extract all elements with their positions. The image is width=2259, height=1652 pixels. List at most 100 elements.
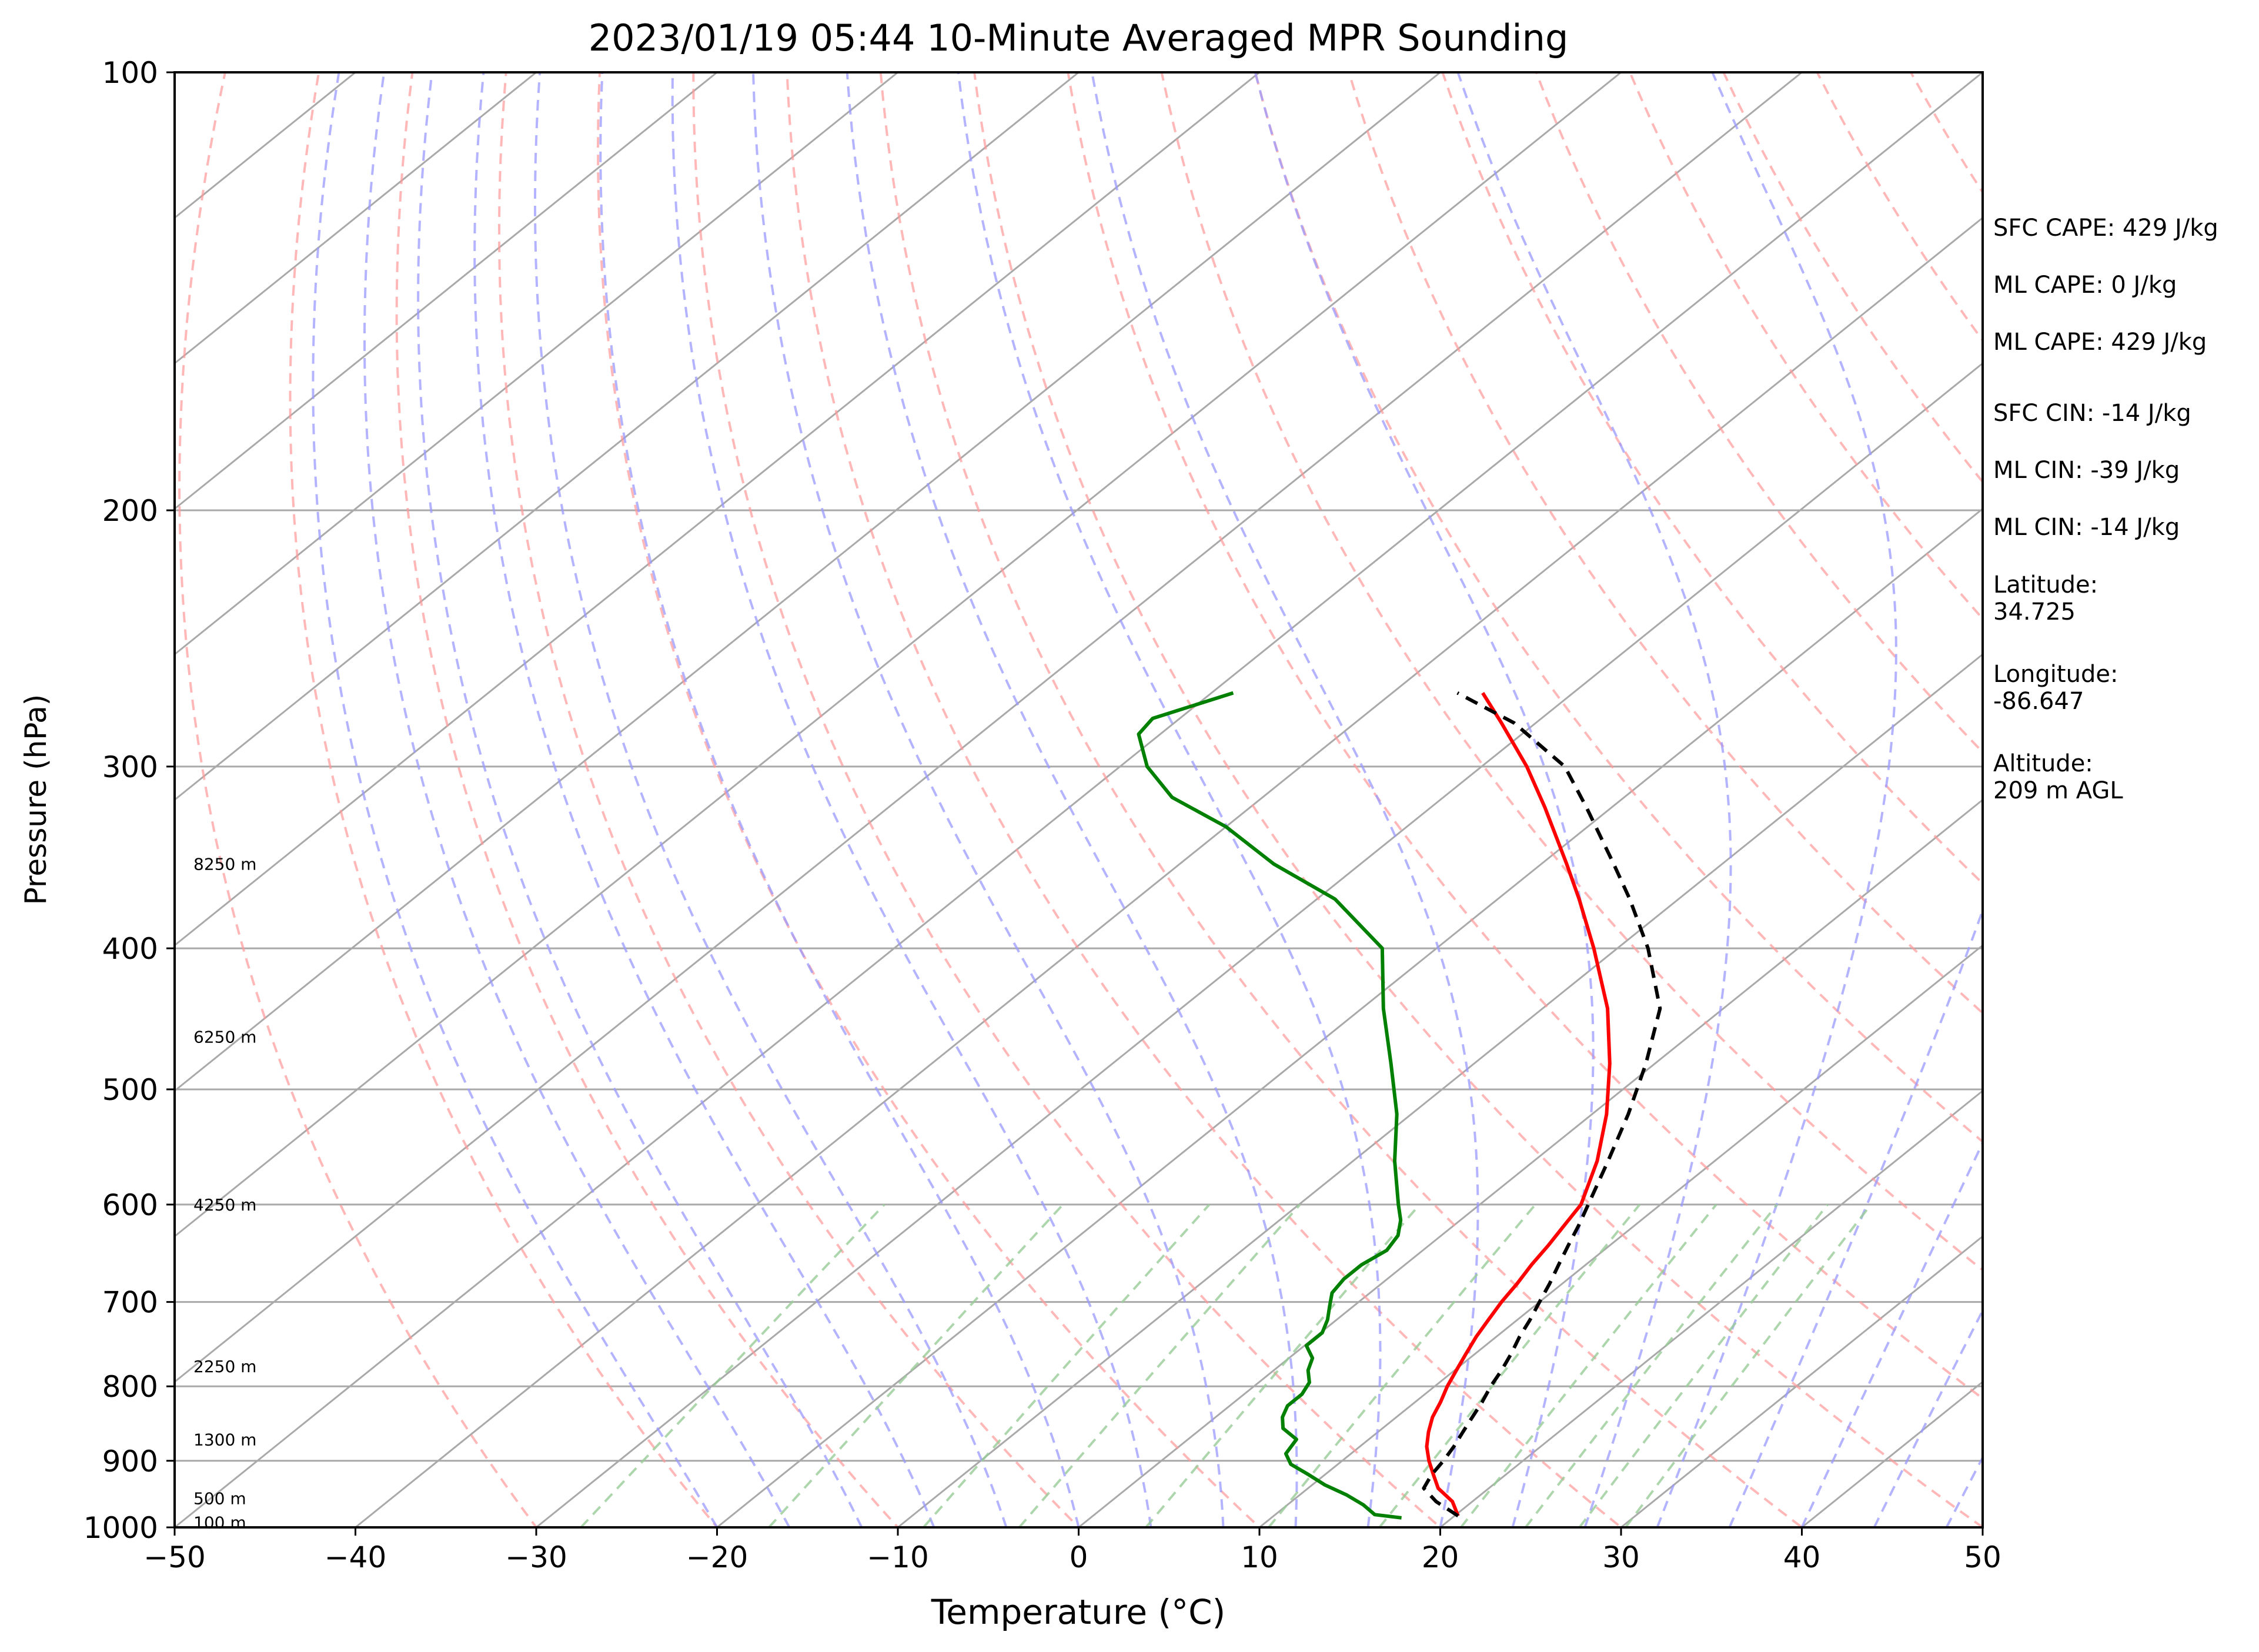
height-label: 100 m bbox=[193, 1513, 246, 1532]
y-tick-label: 700 bbox=[102, 1286, 158, 1320]
latitude-text: Latitude: 34.725 bbox=[1993, 571, 2098, 626]
moist-adiabat bbox=[1254, 72, 1595, 1527]
mixing-ratio-line bbox=[580, 1203, 885, 1527]
moist-adiabat bbox=[1456, 72, 1732, 1527]
moist-adiabat bbox=[671, 72, 1152, 1527]
dry-adiabat bbox=[497, 72, 1081, 1527]
moist-adiabat bbox=[1656, 72, 1897, 1527]
mixing-ratio-line bbox=[1625, 1203, 1872, 1527]
moist-adiabat bbox=[312, 72, 719, 1527]
moist-adiabat bbox=[1873, 1307, 1983, 1527]
sounding-parameters-panel: SFC CAPE: 429 J/kg ML CAPE: 0 J/kg ML CA… bbox=[1993, 215, 2252, 834]
y-tick-label: 900 bbox=[102, 1444, 158, 1479]
dry-adiabat bbox=[1067, 72, 1983, 1400]
x-tick-label: −20 bbox=[686, 1540, 748, 1574]
mixing-ratio-line bbox=[1145, 1203, 1421, 1527]
x-tick-label: 0 bbox=[1070, 1540, 1088, 1574]
height-label: 6250 m bbox=[193, 1027, 256, 1046]
mixing-ratio-line bbox=[1578, 1203, 1829, 1527]
moist-adiabat bbox=[473, 72, 935, 1527]
height-label: 1300 m bbox=[193, 1430, 256, 1449]
x-tick-label: −40 bbox=[325, 1540, 387, 1574]
moist-adiabat bbox=[1728, 907, 1983, 1527]
dry-adiabat bbox=[879, 72, 1804, 1527]
x-tick-label: −50 bbox=[143, 1540, 206, 1574]
isotherm-line bbox=[1439, 1089, 1983, 1527]
x-tick-label: −10 bbox=[867, 1540, 929, 1574]
ml-cin-text: ML CIN: -39 J/kg bbox=[1993, 457, 2180, 484]
y-tick-label: 200 bbox=[102, 494, 158, 528]
isotherm-line bbox=[175, 72, 1260, 947]
dry-adiabat bbox=[395, 72, 900, 1527]
isotherm-line bbox=[175, 72, 537, 364]
isotherm-line bbox=[355, 216, 1983, 1527]
sfc-cape-text: SFC CAPE: 429 J/kg bbox=[1993, 215, 2218, 242]
moist-adiabat bbox=[1800, 1140, 1983, 1527]
dry-adiabat bbox=[1348, 72, 1983, 1015]
moist-adiabat bbox=[1091, 72, 1479, 1527]
dry-adiabat bbox=[1160, 72, 1983, 1272]
dry-adiabat bbox=[973, 72, 1983, 1527]
dry-adiabat bbox=[692, 72, 1442, 1527]
y-axis-label: Pressure (hPa) bbox=[19, 694, 53, 905]
parcel-profile-line bbox=[1422, 691, 1662, 1518]
ml-cape-text: ML CAPE: 0 J/kg bbox=[1993, 272, 2177, 299]
temperature-line bbox=[1425, 692, 1612, 1517]
sfc-cin-text: SFC CIN: -14 J/kg bbox=[1993, 400, 2191, 427]
isotherm-line bbox=[175, 72, 1080, 801]
mixing-ratio-line bbox=[768, 1203, 1064, 1527]
dewpoint-line bbox=[1137, 691, 1403, 1520]
isotherm-line bbox=[175, 72, 356, 219]
y-tick-label: 300 bbox=[102, 750, 158, 784]
dry-adiabat bbox=[1535, 72, 1983, 754]
x-tick-label: 50 bbox=[1964, 1540, 2001, 1574]
mixing-ratio-line bbox=[1525, 1203, 1778, 1527]
isotherm-line bbox=[175, 72, 1803, 1383]
altitude-text: Altitude: 209 m AGL bbox=[1993, 750, 2123, 804]
isotherm-line bbox=[175, 72, 1441, 1092]
dry-adiabat bbox=[1441, 72, 1983, 885]
mixing-ratio-line bbox=[1018, 1203, 1301, 1527]
moist-adiabat bbox=[533, 72, 1008, 1527]
x-axis-label: Temperature (°C) bbox=[931, 1592, 1226, 1632]
isotherm-line bbox=[175, 72, 1622, 1238]
y-tick-label: 1000 bbox=[83, 1511, 158, 1545]
height-label: 8250 m bbox=[193, 855, 256, 874]
dry-adiabat bbox=[178, 72, 538, 1527]
chart-title: 2023/01/19 05:44 10-Minute Averaged MPR … bbox=[589, 16, 1569, 59]
y-tick-label: 800 bbox=[102, 1370, 158, 1404]
isotherm-line bbox=[1078, 798, 1983, 1527]
moist-adiabat bbox=[846, 72, 1298, 1527]
isotherm-line bbox=[716, 507, 1983, 1527]
x-tick-label: 40 bbox=[1783, 1540, 1821, 1574]
isotherm-line bbox=[175, 72, 898, 656]
dry-adiabat bbox=[289, 72, 719, 1527]
ml-cape-text-2: ML CAPE: 429 J/kg bbox=[1993, 329, 2207, 356]
x-tick-label: 10 bbox=[1241, 1540, 1278, 1574]
dry-adiabat bbox=[1722, 72, 1983, 484]
moist-adiabat bbox=[752, 72, 1225, 1527]
isotherm-line bbox=[175, 72, 1983, 1527]
x-tick-label: 30 bbox=[1602, 1540, 1640, 1574]
isotherm-line bbox=[175, 72, 718, 510]
moist-adiabat bbox=[363, 72, 791, 1527]
dry-adiabat bbox=[786, 72, 1623, 1527]
isotherm-line bbox=[536, 362, 1983, 1527]
x-tick-label: 20 bbox=[1422, 1540, 1459, 1574]
y-tick-label: 400 bbox=[102, 932, 158, 966]
y-tick-label: 500 bbox=[102, 1073, 158, 1107]
height-label: 2250 m bbox=[193, 1357, 256, 1376]
isotherm-line bbox=[897, 653, 1983, 1527]
isotherm-line bbox=[1259, 944, 1983, 1527]
mixing-ratio-line bbox=[923, 1203, 1211, 1527]
dry-adiabat bbox=[596, 72, 1262, 1527]
mixing-ratio-line bbox=[1378, 1203, 1641, 1527]
moist-adiabat bbox=[599, 72, 1080, 1527]
moist-adiabat bbox=[417, 72, 863, 1527]
y-tick-label: 600 bbox=[102, 1188, 158, 1222]
longitude-text: Longitude: -86.647 bbox=[1993, 661, 2118, 715]
isotherm-line bbox=[1620, 1235, 1983, 1527]
x-tick-label: −30 bbox=[505, 1540, 567, 1574]
mixing-ratio-line bbox=[1460, 1203, 1717, 1527]
